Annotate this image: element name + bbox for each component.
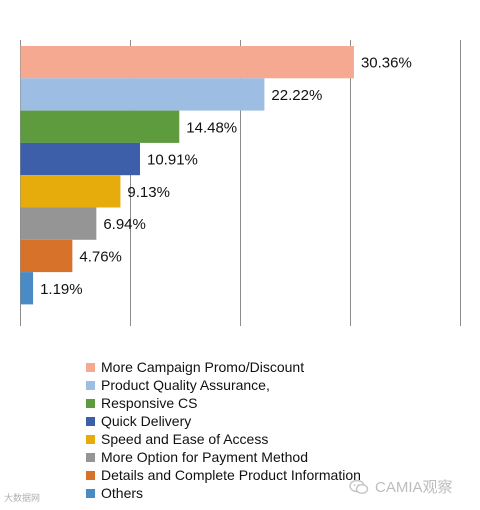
value-labels: 30.36% 22.22% 14.48% 10.91% 9.13% 6.94% 4.76% 1… xyxy=(40,55,412,298)
bar-7 xyxy=(20,239,73,273)
bar-3 xyxy=(20,110,180,143)
value-label-1: 30.36% xyxy=(361,55,412,72)
watermark-left-text: 大数据网 xyxy=(4,493,41,503)
bar-4 xyxy=(20,142,141,176)
bar-5 xyxy=(20,175,121,208)
legend-label-6: More Option for Payment Method xyxy=(101,449,308,465)
legend-swatch-3 xyxy=(86,398,95,408)
value-label-5: 9.13% xyxy=(127,184,170,201)
legend-item-5: Speed and Ease of Access xyxy=(86,430,361,448)
legend-item-8: Others xyxy=(86,484,361,502)
legend: More Campaign Promo/Discount Product Qual… xyxy=(86,358,361,502)
value-label-8: 1.19% xyxy=(40,281,83,298)
value-label-7: 4.76% xyxy=(79,248,122,265)
legend-swatch-1 xyxy=(86,362,95,372)
legend-item-7: Details and Complete Product Information xyxy=(86,466,361,484)
legend-item-6: More Option for Payment Method xyxy=(86,448,361,466)
bar-8 xyxy=(20,272,34,305)
legend-swatch-5 xyxy=(86,434,95,444)
watermark-right-text: CAMIA观察 xyxy=(375,479,453,496)
bar-6 xyxy=(20,207,97,240)
value-label-2: 22.22% xyxy=(271,87,322,104)
legend-item-4: Quick Delivery xyxy=(86,412,361,430)
value-label-4: 10.91% xyxy=(147,152,198,169)
legend-swatch-8 xyxy=(86,488,95,498)
legend-item-1: More Campaign Promo/Discount xyxy=(86,358,361,376)
wechat-icon xyxy=(349,479,369,494)
legend-label-5: Speed and Ease of Access xyxy=(101,431,269,447)
legend-label-3: Responsive CS xyxy=(101,395,198,411)
legend-item-2: Product Quality Assurance, xyxy=(86,376,361,394)
legend-swatch-7 xyxy=(86,470,95,480)
bar-1 xyxy=(20,46,354,79)
legend-swatch-6 xyxy=(86,452,95,462)
bar-chart: 30.36% 22.22% 14.48% 10.91% 9.13% 6.94% 4.76% 1… xyxy=(20,40,461,326)
bars xyxy=(20,46,354,305)
legend-label-7: Details and Complete Product Information xyxy=(101,467,361,483)
legend-item-3: Responsive CS xyxy=(86,394,361,412)
legend-swatch-2 xyxy=(86,380,95,390)
legend-label-1: More Campaign Promo/Discount xyxy=(101,359,305,375)
bar-2 xyxy=(20,78,265,111)
legend-label-8: Others xyxy=(101,485,144,501)
value-label-3: 14.48% xyxy=(186,119,237,136)
legend-label-4: Quick Delivery xyxy=(101,413,192,429)
value-label-6: 6.94% xyxy=(103,216,146,233)
watermark-right: CAMIA观察 xyxy=(349,476,453,497)
legend-label-2: Product Quality Assurance, xyxy=(101,377,270,393)
legend-swatch-4 xyxy=(86,416,95,426)
watermark-left: 大数据网 xyxy=(4,491,40,504)
